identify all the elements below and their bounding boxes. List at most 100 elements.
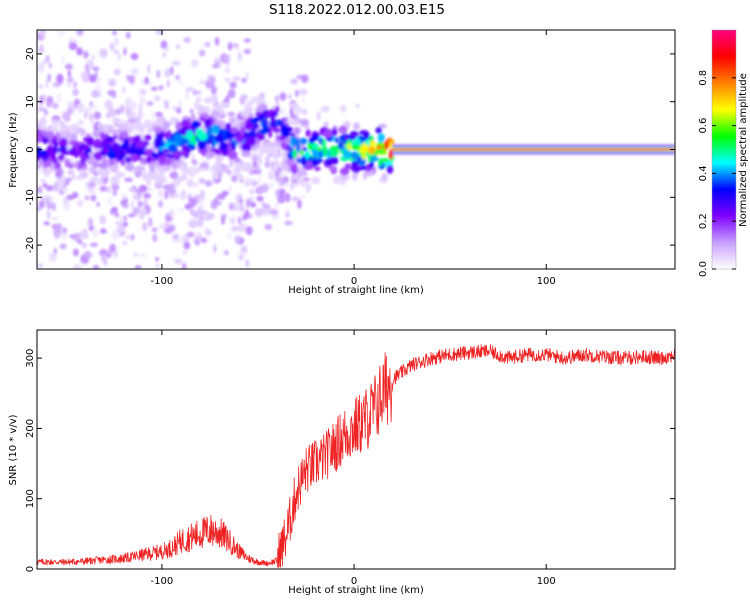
spectrogram-cell bbox=[72, 88, 80, 97]
spectrogram-cell bbox=[189, 205, 194, 216]
colorbar-tick-label: 0.8 bbox=[698, 70, 709, 86]
spectrogram-cell bbox=[179, 192, 187, 200]
spectrogram-cell bbox=[169, 209, 175, 218]
spectrogram-cell bbox=[276, 142, 282, 147]
spectrogram-cell bbox=[171, 60, 181, 66]
snr-series-line bbox=[37, 344, 675, 568]
spectrogram-cell bbox=[53, 231, 60, 240]
spectrogram-cell bbox=[43, 109, 49, 116]
snr-plot-area bbox=[37, 330, 675, 569]
spectrogram-cell bbox=[112, 117, 121, 125]
spectrogram-cell bbox=[67, 69, 71, 78]
spectrogram-cell bbox=[328, 165, 337, 171]
spectrogram-cell bbox=[58, 137, 68, 148]
x-tick-label: 0 bbox=[351, 576, 357, 587]
spectrogram-cell bbox=[45, 79, 49, 89]
spectrogram-cell bbox=[115, 211, 119, 218]
spectrogram-cell bbox=[59, 243, 67, 250]
spectrogram-cell bbox=[159, 146, 164, 152]
spectrogram-cell bbox=[103, 259, 108, 266]
spectrogram-cell bbox=[198, 178, 206, 184]
spectrogram-cell bbox=[224, 131, 233, 140]
spectrogram-cell bbox=[84, 195, 91, 201]
spectrogram-cell bbox=[80, 71, 88, 80]
spectrogram-cell bbox=[76, 47, 83, 56]
spectrogram-cell bbox=[57, 30, 66, 36]
spectrogram-cell bbox=[133, 252, 138, 257]
spectrogram-cell bbox=[312, 149, 318, 158]
spectrogram-cell bbox=[156, 69, 161, 79]
spectrogram-cell bbox=[377, 133, 385, 143]
spectrogram-cell bbox=[99, 48, 108, 59]
spectrogram-cell bbox=[189, 108, 194, 115]
colorbar-ticks: 0.0 0.2 0.4 0.6 0.8 bbox=[698, 70, 736, 277]
spectrogram-cell bbox=[132, 156, 143, 161]
spectrogram-cell bbox=[77, 239, 83, 244]
spectrogram-cell bbox=[85, 106, 93, 112]
spectrogram-cell bbox=[295, 154, 301, 160]
spectrogram-cell bbox=[186, 178, 194, 188]
spectrogram-cell bbox=[48, 196, 54, 203]
spectrogram-cell bbox=[81, 242, 88, 248]
spectrogram-cell bbox=[181, 119, 190, 128]
spectrogram-cell bbox=[110, 176, 120, 185]
spectrogram-cell bbox=[340, 105, 347, 113]
y-tick-label: 0 bbox=[25, 146, 36, 152]
spectrogram-cell bbox=[144, 119, 152, 129]
spectrogram-cell bbox=[299, 137, 308, 145]
spectrogram-cell bbox=[262, 119, 269, 125]
spectrogram-cell bbox=[218, 120, 226, 127]
spectrogram-cell bbox=[329, 155, 338, 165]
spectrogram-cell bbox=[118, 215, 125, 225]
spectrogram-cell bbox=[199, 190, 206, 200]
spectrogram-cell bbox=[246, 123, 254, 129]
spectrogram-cell bbox=[265, 148, 273, 155]
spectrogram-cell bbox=[169, 171, 179, 179]
spectrogram-cell bbox=[224, 77, 229, 82]
spectrogram-cell bbox=[73, 81, 77, 89]
spectrogram-cell bbox=[323, 129, 333, 139]
spectrogram-cell bbox=[289, 103, 299, 109]
spectrogram-cell bbox=[98, 91, 102, 97]
spectrogram-cell bbox=[69, 103, 76, 111]
spectrogram-cell bbox=[218, 110, 224, 115]
spectrogram-cell bbox=[88, 217, 94, 228]
spectrogram-cell bbox=[148, 217, 153, 228]
spectrogram-cell bbox=[256, 163, 261, 173]
spectrogram-cell bbox=[261, 183, 269, 193]
spectrogram-cell bbox=[278, 188, 286, 198]
snr-axes: -100 0 100 0 100 200 300 bbox=[25, 330, 675, 587]
spectrogram-cell bbox=[186, 130, 194, 140]
spectrogram-cell bbox=[43, 221, 50, 226]
spectrogram-cell bbox=[166, 79, 170, 88]
spectrogram-cell bbox=[116, 154, 125, 161]
spectrogram-cell bbox=[350, 165, 361, 173]
spectrogram-cell bbox=[228, 185, 233, 193]
spectrogram-cell bbox=[196, 218, 204, 228]
spectrogram-cell bbox=[192, 89, 198, 96]
spectrogram-cell bbox=[88, 112, 95, 122]
spectrogram-cell bbox=[351, 144, 361, 150]
spectrogram-cell bbox=[41, 169, 52, 175]
spectrogram-cell bbox=[256, 195, 264, 202]
colorbar-label: Normalized spectral amplitude bbox=[738, 73, 749, 227]
spectrogram-cell bbox=[205, 79, 214, 89]
spectrogram-cell bbox=[314, 166, 321, 171]
colorbar-frame bbox=[711, 29, 737, 270]
spectrogram-cell bbox=[115, 108, 121, 116]
spectrogram-cell bbox=[227, 150, 238, 160]
spectrogram-cell bbox=[210, 85, 218, 95]
spectrogram-cell bbox=[125, 162, 135, 172]
spectrogram-cell bbox=[86, 59, 94, 69]
spectrogram-cell bbox=[229, 81, 237, 89]
spectrogram-cell bbox=[276, 100, 280, 107]
spectrogram-cell bbox=[275, 120, 280, 126]
spectrogram-cell bbox=[142, 222, 148, 232]
spectrogram-cell bbox=[70, 123, 77, 132]
spectrogram-cell bbox=[130, 68, 139, 75]
spectrogram-cell bbox=[172, 105, 177, 112]
spectrogram-cell bbox=[388, 150, 393, 160]
spectrogram-cell bbox=[248, 200, 254, 205]
spectrogram-cell bbox=[321, 138, 326, 149]
spectrogram-cell bbox=[365, 171, 374, 177]
